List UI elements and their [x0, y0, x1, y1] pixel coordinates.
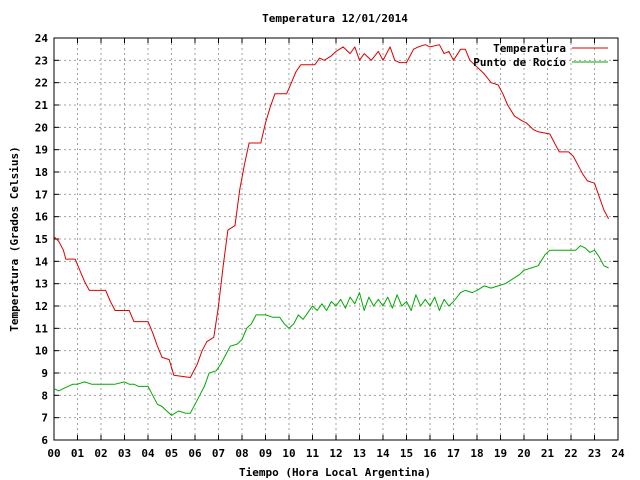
series-temperatura-line — [53, 44, 610, 378]
y-tick-label: 19 — [35, 144, 48, 157]
y-tick-label: 20 — [35, 121, 48, 134]
y-tick-label: 6 — [41, 434, 48, 447]
x-tick-label: 07 — [212, 447, 225, 460]
series-lines — [53, 44, 610, 416]
y-tick-label: 15 — [35, 233, 48, 246]
y-tick-label: 21 — [35, 99, 49, 112]
y-tick-label: 10 — [35, 345, 48, 358]
x-tick-label: 03 — [118, 447, 131, 460]
x-tick-label: 15 — [400, 447, 413, 460]
y-tick-label: 17 — [35, 188, 48, 201]
y-tick-label: 8 — [41, 389, 48, 402]
legend-label-temperatura: Temperatura — [493, 42, 566, 55]
x-tick-label: 01 — [71, 447, 85, 460]
x-tick-label: 18 — [470, 447, 483, 460]
legend: Temperatura Punto de Rocío — [473, 42, 608, 69]
x-tick-label: 16 — [423, 447, 437, 460]
x-tick-label: 05 — [165, 447, 178, 460]
x-tick-label: 08 — [235, 447, 248, 460]
x-tick-label: 19 — [494, 447, 507, 460]
x-tick-label: 24 — [611, 447, 625, 460]
x-tick-label: 10 — [282, 447, 295, 460]
grid — [54, 38, 618, 440]
y-tick-label: 12 — [35, 300, 48, 313]
axis-ticks — [53, 37, 619, 441]
y-axis-label: Temperatura (Grados Celsius) — [8, 146, 21, 331]
series-punto-de-rocio-line — [53, 245, 609, 416]
y-tick-label: 23 — [35, 54, 48, 67]
x-tick-label: 14 — [376, 447, 390, 460]
x-tick-label: 22 — [564, 447, 577, 460]
x-tick-label: 12 — [329, 447, 342, 460]
y-tick-label: 11 — [35, 322, 49, 335]
chart-title: Temperatura 12/01/2014 — [262, 12, 408, 25]
y-tick-label: 18 — [35, 166, 48, 179]
x-tick-label: 04 — [141, 447, 155, 460]
x-tick-label: 06 — [188, 447, 202, 460]
x-axis-label: Tiempo (Hora Local Argentina) — [239, 466, 431, 479]
x-axis-tick-labels: 00 01 02 03 04 05 06 07 08 09 10 11 12 13 14 15 16 17 18 19… — [47, 447, 625, 460]
y-tick-label: 14 — [35, 255, 49, 268]
y-tick-label: 9 — [41, 367, 48, 380]
x-tick-label: 23 — [588, 447, 601, 460]
x-tick-label: 11 — [306, 447, 320, 460]
y-tick-label: 13 — [35, 278, 48, 291]
x-tick-label: 09 — [259, 447, 272, 460]
y-tick-label: 22 — [35, 77, 48, 90]
y-tick-label: 24 — [35, 32, 49, 45]
y-tick-label: 7 — [41, 412, 48, 425]
x-tick-label: 17 — [447, 447, 460, 460]
x-tick-label: 13 — [353, 447, 366, 460]
x-tick-label: 02 — [94, 447, 107, 460]
legend-label-punto-de-rocio: Punto de Rocío — [473, 56, 566, 69]
y-axis-tick-labels: 6 7 8 9 10 11 12 13 14 15 16 17 18 19 20 21 22 23 24 — [35, 32, 49, 447]
x-tick-label: 21 — [541, 447, 555, 460]
x-tick-label: 20 — [517, 447, 530, 460]
y-tick-label: 16 — [35, 211, 49, 224]
x-tick-label: 00 — [47, 447, 60, 460]
